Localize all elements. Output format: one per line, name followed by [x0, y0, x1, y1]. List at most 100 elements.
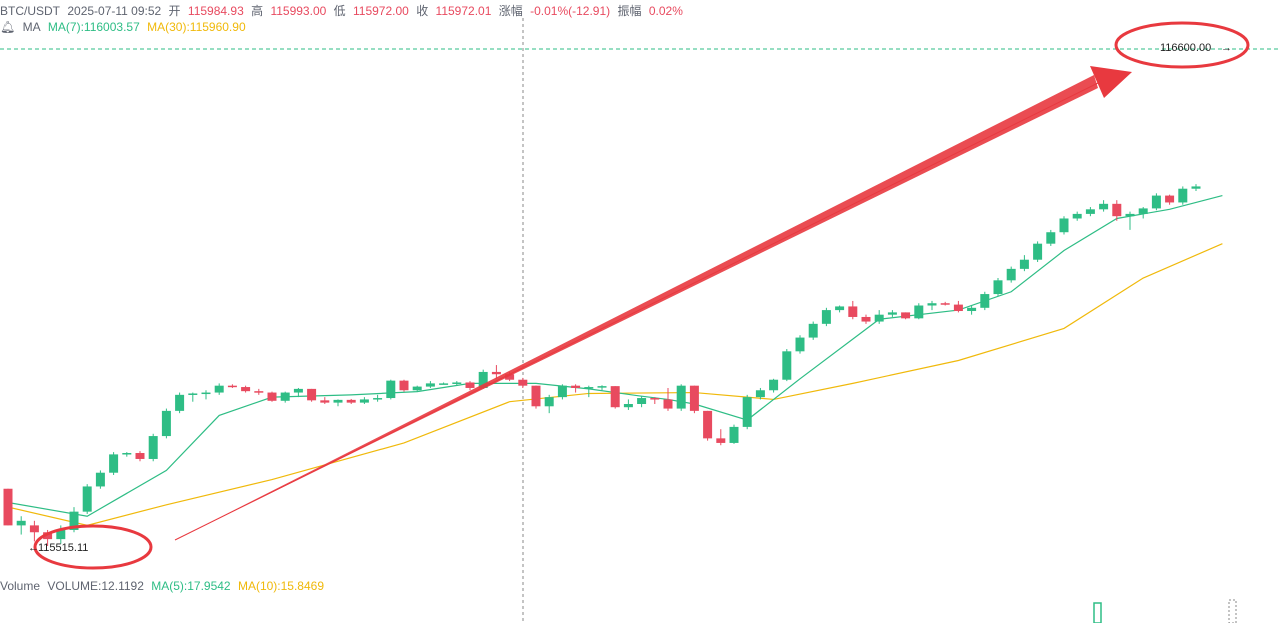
candle-body [465, 382, 475, 388]
candle-body [821, 310, 831, 324]
candle-body [1006, 268, 1016, 281]
candle-body [161, 410, 171, 437]
candle-body [531, 385, 541, 407]
candle-body [874, 314, 884, 322]
candle-body [241, 387, 251, 392]
candle-body [478, 371, 488, 388]
ma30-value: MA(30):115960.90 [147, 20, 246, 34]
candle-body [795, 337, 805, 352]
candle-body [43, 532, 53, 540]
candle-body [95, 472, 105, 487]
low-label: 低 [333, 4, 346, 18]
candle-body [980, 294, 990, 308]
volume-label[interactable]: Volume [0, 579, 41, 593]
amplitude-value: 0.02% [648, 4, 683, 18]
candle-body [1125, 213, 1135, 217]
change-value: -0.01%(-12.91) [530, 4, 611, 18]
candle-body [412, 386, 422, 391]
candle-body [610, 386, 620, 408]
ma-indicator-row: 🔔︎ MA MA(7):116003.57 MA(30):115960.90 [0, 20, 250, 34]
candle-body [386, 380, 396, 399]
candle-body [663, 399, 673, 409]
candle-body [861, 316, 871, 322]
candle-body [399, 380, 409, 391]
candle-body [1072, 213, 1082, 219]
candle-body [201, 392, 211, 395]
candle-body [597, 386, 607, 388]
candle-body [584, 387, 594, 389]
trend-arrow-head [1090, 66, 1132, 98]
candle-body [175, 394, 185, 411]
candle-body [135, 453, 145, 459]
ma7-value: MA(7):116003.57 [47, 20, 140, 34]
candle-body [1112, 203, 1122, 217]
open-label: 开 [168, 4, 181, 18]
open-value: 115984.93 [187, 4, 244, 18]
candle-body [491, 371, 501, 375]
candle-body [557, 385, 567, 398]
candle-body [3, 488, 13, 526]
candle-body [505, 374, 515, 380]
close-label: 收 [416, 4, 429, 18]
candle-body [1178, 188, 1188, 203]
high-circle [1114, 21, 1250, 69]
trend-arrow-shaft [175, 75, 1098, 540]
ma-label[interactable]: MA [22, 20, 41, 34]
candle-body [280, 392, 290, 401]
candle-body [848, 306, 858, 317]
candle-body [914, 305, 924, 319]
candle-body [82, 486, 92, 512]
candle-body [452, 382, 462, 384]
pair-label: BTC/USDT [0, 4, 60, 18]
volume-bar [1093, 602, 1102, 623]
candles [3, 184, 1201, 546]
candle-body [1151, 195, 1161, 209]
ohlc-header: BTC/USDT 2025-07-11 09:52 开 115984.93 高 … [0, 2, 687, 19]
high-arrow-icon: → [1221, 42, 1232, 54]
candle-body [148, 436, 158, 459]
candle-body [293, 388, 303, 393]
candle-body [729, 426, 739, 443]
low-circle [33, 524, 153, 570]
candle-body [901, 312, 911, 319]
low-price-label: 115515.11 [38, 542, 88, 554]
candle-body [571, 385, 581, 388]
candle-body [188, 393, 198, 395]
candle-body [320, 400, 330, 403]
candle-body [742, 397, 752, 427]
candle-body [1033, 243, 1043, 260]
candle-body [993, 280, 1003, 295]
candle-body [1099, 203, 1109, 210]
candle-body [887, 312, 897, 315]
candle-body [1046, 232, 1056, 244]
bell-icon[interactable]: 🔔︎ [0, 20, 16, 34]
candle-body [254, 391, 264, 393]
candle-body [1059, 218, 1069, 233]
candle-body [927, 303, 937, 306]
candle-body [716, 438, 726, 443]
candle-body [267, 392, 277, 401]
volume-bar [1228, 599, 1237, 623]
candle-body [637, 398, 647, 404]
candle-body [346, 399, 356, 403]
close-value: 115972.01 [435, 4, 492, 18]
candle-body [333, 399, 343, 403]
amplitude-label: 振幅 [617, 4, 642, 18]
candle-body [689, 385, 699, 411]
candle-body [808, 323, 818, 338]
candle-body [967, 307, 977, 312]
candle-body [122, 453, 132, 455]
candle-body [755, 390, 765, 398]
candle-body [953, 304, 963, 312]
candle-body [1019, 259, 1029, 269]
candle-body [623, 404, 633, 408]
candle-body [109, 454, 119, 473]
candle-body [518, 379, 528, 386]
candle-body [676, 385, 686, 409]
volume-ma5: MA(5):17.9542 [151, 579, 231, 593]
candle-body [425, 383, 435, 387]
candle-body [1085, 209, 1095, 214]
candle-body [782, 351, 792, 380]
candle-body [214, 385, 224, 393]
